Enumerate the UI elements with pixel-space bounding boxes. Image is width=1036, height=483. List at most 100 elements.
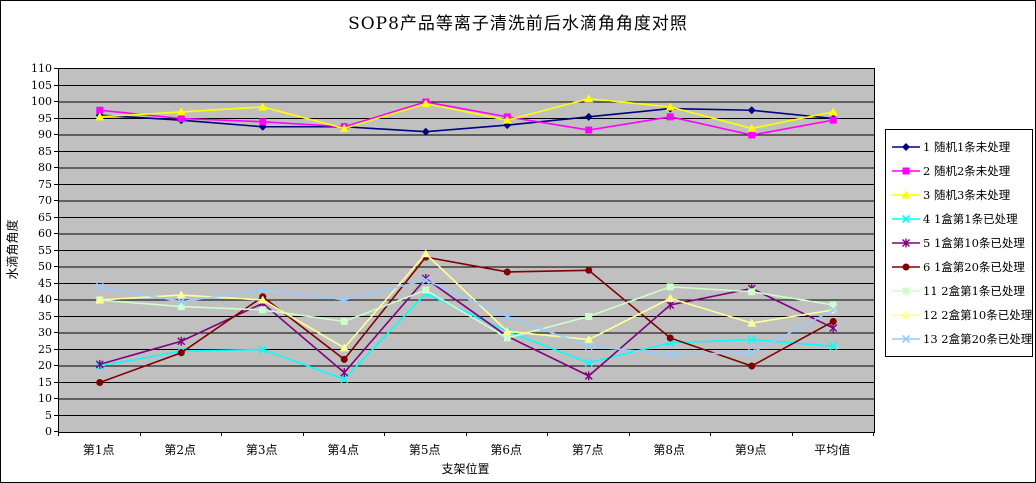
x-marker xyxy=(901,214,911,224)
series-line-3 xyxy=(99,97,834,130)
square-marker xyxy=(96,106,104,114)
circle-marker xyxy=(96,379,104,386)
y-tick-mark xyxy=(54,233,58,234)
legend-label: 12 2盒第10条已处理 xyxy=(923,308,1033,322)
triangle-marker xyxy=(901,310,911,319)
x-tick-mark xyxy=(547,432,548,436)
legend-label: 11 2盒第1条已处理 xyxy=(923,284,1025,298)
y-tick-mark xyxy=(54,266,58,267)
square-marker xyxy=(177,115,185,122)
x-marker xyxy=(340,295,349,305)
y-tick-label: 95 xyxy=(38,111,52,125)
y-tick-label: 110 xyxy=(31,62,52,75)
triangle-marker xyxy=(665,293,675,302)
y-tick-mark xyxy=(54,200,58,201)
legend-key-icon xyxy=(892,334,920,344)
triangle-marker xyxy=(584,94,594,103)
y-tick-label: 25 xyxy=(38,342,52,356)
square-marker xyxy=(585,313,593,320)
legend-key-icon xyxy=(892,287,920,295)
square-marker xyxy=(902,167,910,175)
y-tick-label: 70 xyxy=(38,194,52,207)
legend-label: 4 1盒第1条已处理 xyxy=(923,212,1018,226)
y-tick-label: 65 xyxy=(38,210,52,224)
diamond-marker xyxy=(902,143,910,151)
y-tick-label: 60 xyxy=(38,227,52,240)
legend-key-icon xyxy=(892,238,920,248)
y-tick-mark xyxy=(54,84,58,86)
square-marker xyxy=(829,116,837,124)
x-tick-mark xyxy=(873,432,874,436)
x-marker xyxy=(829,305,838,314)
y-tick-label: 5 xyxy=(45,408,52,422)
legend-label: 6 1盒第20条已处理 xyxy=(923,260,1025,274)
x-marker xyxy=(584,342,593,351)
square-marker xyxy=(503,334,511,342)
y-tick-label: 20 xyxy=(38,359,52,372)
circle-marker xyxy=(503,268,511,276)
y-tick-mark xyxy=(54,398,58,399)
y-tick-label: 105 xyxy=(31,78,52,92)
legend-item: 11 2盒第1条已处理 xyxy=(891,279,1029,303)
y-tick-mark xyxy=(54,249,58,251)
square-marker xyxy=(666,283,674,291)
square-marker xyxy=(422,286,430,294)
triangle-marker xyxy=(747,123,757,132)
x-tick-mark xyxy=(791,432,793,436)
star-marker xyxy=(340,368,349,378)
legend: 1 随机1条未处理 2 随机2条未处理 3 随机3条未处理 4 1盒第1条已处理 5 1… xyxy=(885,129,1033,357)
x-marker xyxy=(258,345,267,354)
y-tick-mark xyxy=(54,183,58,185)
square-marker xyxy=(902,287,910,295)
x-marker xyxy=(747,348,756,357)
square-marker xyxy=(177,303,185,311)
series-line-1 xyxy=(99,107,834,133)
x-tick-mark xyxy=(465,432,467,436)
circle-marker xyxy=(177,349,185,357)
x-tick-label: 第3点 xyxy=(245,443,278,457)
triangle-marker xyxy=(421,99,431,108)
y-tick-label: 10 xyxy=(38,392,52,405)
legend-label: 2 随机2条未处理 xyxy=(923,164,1011,178)
x-tick-label: 平均值 xyxy=(814,443,851,457)
legend-label: 13 2盒第20条已处理 xyxy=(923,332,1033,346)
triangle-marker xyxy=(502,326,512,335)
square-marker xyxy=(748,131,756,139)
y-tick-label: 15 xyxy=(38,375,52,389)
legend-key-icon xyxy=(892,167,920,175)
triangle-marker xyxy=(901,190,911,199)
x-marker xyxy=(258,286,267,295)
y-tick-label: 30 xyxy=(38,326,52,339)
x-tick-label: 第1点 xyxy=(82,443,115,457)
x-marker xyxy=(829,342,838,351)
triangle-marker xyxy=(95,112,105,121)
y-tick-mark xyxy=(54,282,58,284)
series-line-5 xyxy=(99,277,834,377)
star-marker xyxy=(902,238,910,248)
x-tick-mark xyxy=(384,432,385,436)
circle-marker xyxy=(585,266,593,274)
legend-item: 4 1盒第1条已处理 xyxy=(891,207,1029,231)
circle-marker xyxy=(340,355,348,363)
triangle-marker xyxy=(747,318,757,327)
y-tick-label: 90 xyxy=(38,128,52,141)
square-marker xyxy=(259,306,267,314)
series-line-8 xyxy=(99,252,834,349)
x-axis-title: 支架位置 xyxy=(441,462,490,476)
triangle-marker xyxy=(95,295,105,304)
square-marker xyxy=(259,118,267,126)
triangle-marker xyxy=(339,343,349,352)
diamond-marker xyxy=(421,127,430,136)
y-tick-mark xyxy=(54,332,58,333)
y-tick-mark xyxy=(54,101,58,102)
x-tick-mark xyxy=(221,432,222,436)
x-tick-mark xyxy=(58,432,59,436)
x-marker xyxy=(901,334,911,344)
legend-item: 6 1盒第20条已处理 xyxy=(891,255,1029,279)
triangle-marker xyxy=(828,107,838,116)
series-canvas xyxy=(59,85,874,416)
star-marker xyxy=(95,359,104,369)
triangle-marker xyxy=(421,249,431,258)
x-tick-label: 第8点 xyxy=(653,443,686,457)
